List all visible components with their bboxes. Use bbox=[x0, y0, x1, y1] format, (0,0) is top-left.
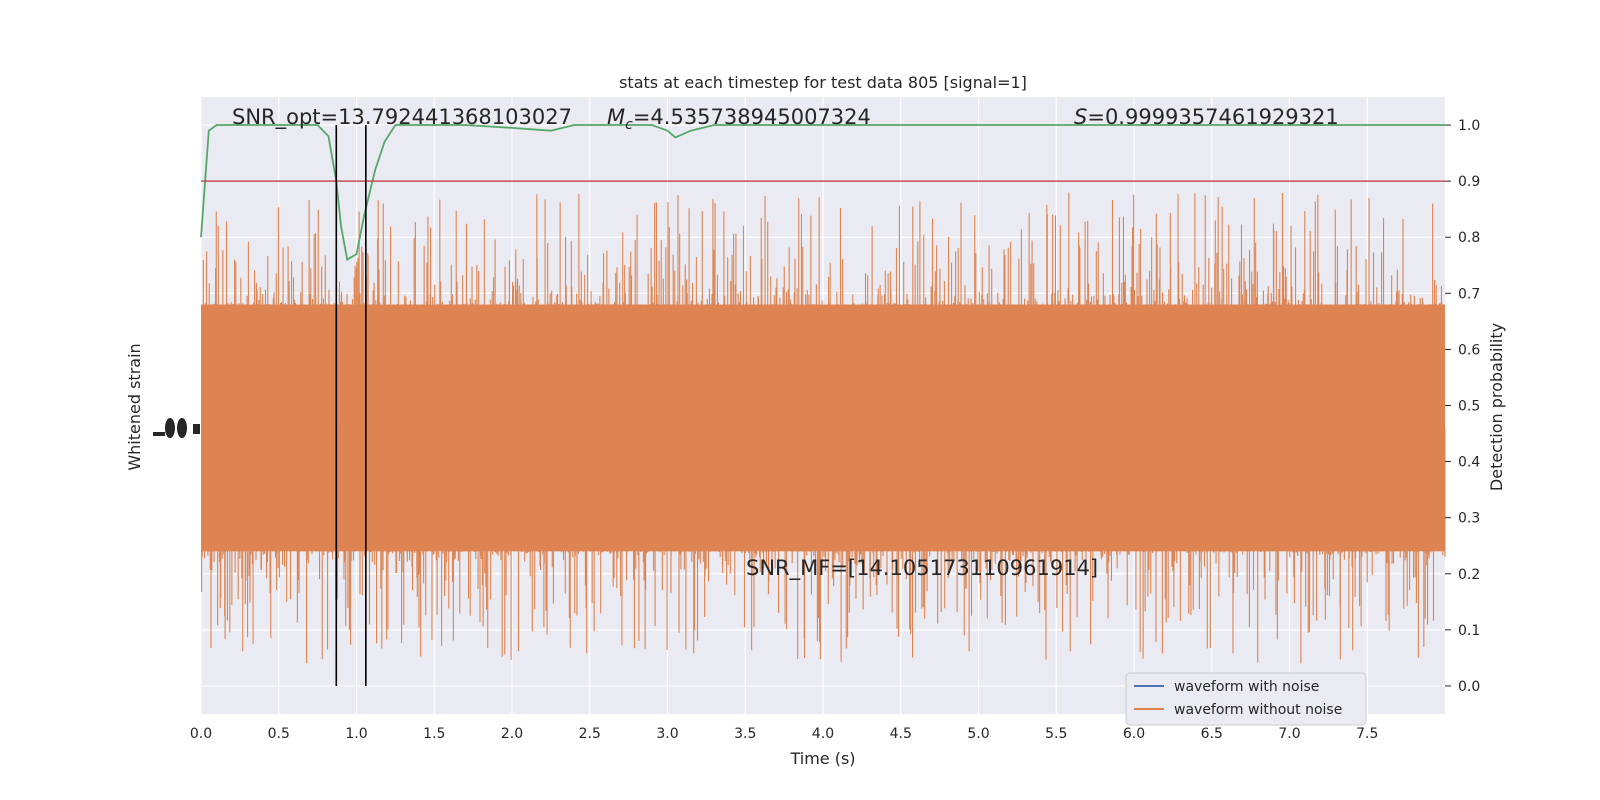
event-markers bbox=[335, 125, 367, 686]
x-tick-label: 0.5 bbox=[268, 726, 290, 742]
x-tick-label: 5.5 bbox=[1045, 726, 1067, 742]
detection-probability-series bbox=[200, 124, 1445, 262]
y-tick-label: 0.0 bbox=[1458, 679, 1480, 695]
x-tick-label: 6.0 bbox=[1123, 726, 1145, 742]
y-axis-left-label: Whitened strain bbox=[125, 343, 144, 470]
waveform-without-noise-series bbox=[201, 192, 1446, 664]
chirp-mass-value: =4.535738945007324 bbox=[633, 105, 871, 129]
legend: waveform with noise waveform without noi… bbox=[1125, 672, 1367, 726]
chirp-mass-symbol: M bbox=[607, 105, 625, 129]
x-axis-label: Time (s) bbox=[789, 749, 855, 768]
x-tick-label: 3.5 bbox=[734, 726, 756, 742]
left-axis-overlapping-ticks bbox=[153, 418, 200, 438]
x-tick-label: 4.5 bbox=[890, 726, 912, 742]
significance-annotation: S=0.9999357461929321 bbox=[1074, 105, 1339, 129]
x-tick-label: 1.0 bbox=[345, 726, 367, 742]
x-tick-label: 4.0 bbox=[812, 726, 834, 742]
legend-box bbox=[1125, 672, 1367, 726]
chart-title: stats at each timestep for test data 805… bbox=[619, 73, 1027, 92]
x-tick-label: 5.0 bbox=[967, 726, 989, 742]
x-tick-label: 0.0 bbox=[190, 726, 212, 742]
y-tick-label: 0.2 bbox=[1458, 567, 1480, 583]
detection-probability-line bbox=[200, 124, 1445, 262]
snr-opt-annotation: SNR_opt=13.792441368103027 bbox=[232, 105, 572, 130]
chirp-mass-annotation: Mc=4.535738945007324 bbox=[607, 105, 871, 133]
x-tick-label: 2.5 bbox=[579, 726, 601, 742]
x-tick-label: 2.0 bbox=[501, 726, 523, 742]
y-tick-label: 0.5 bbox=[1458, 399, 1480, 415]
significance-value: =0.9999357461929321 bbox=[1087, 105, 1338, 129]
y-tick-label: 1.0 bbox=[1458, 118, 1480, 134]
x-tick-label: 7.0 bbox=[1278, 726, 1300, 742]
y-tick-label: 0.4 bbox=[1458, 455, 1480, 471]
y-axis-right-label: Detection probability bbox=[1487, 323, 1506, 491]
x-axis-ticks: 0.0 0.5 1.0 1.5 2.0 2.5 3.0 3.5 4.0 4.5 5.0 5.5 6.0 6… bbox=[190, 726, 1379, 742]
x-tick-label: 3.0 bbox=[656, 726, 678, 742]
y-tick-label: 0.6 bbox=[1458, 342, 1480, 358]
x-tick-label: 6.5 bbox=[1201, 726, 1223, 742]
snr-mf-annotation: SNR_MF=[14.105173110961914] bbox=[746, 556, 1098, 581]
legend-label-without-noise: waveform without noise bbox=[1174, 702, 1342, 718]
chirp-mass-subscript: c bbox=[625, 117, 633, 133]
legend-label-with-noise: waveform with noise bbox=[1174, 679, 1319, 695]
y-tick-label: 0.9 bbox=[1458, 174, 1480, 190]
y-axis-right-ticks: 0.0 0.1 0.2 0.3 0.4 0.5 0.6 0.7 0.8 0.9 1.0 bbox=[1445, 118, 1480, 695]
x-tick-label: 1.5 bbox=[423, 726, 445, 742]
y-tick-label: 0.7 bbox=[1458, 286, 1480, 302]
y-tick-label: 0.8 bbox=[1458, 230, 1480, 246]
y-tick-label: 0.1 bbox=[1458, 623, 1480, 639]
y-tick-label: 0.3 bbox=[1458, 511, 1480, 527]
significance-symbol: S bbox=[1074, 105, 1087, 129]
x-tick-label: 7.5 bbox=[1356, 726, 1378, 742]
